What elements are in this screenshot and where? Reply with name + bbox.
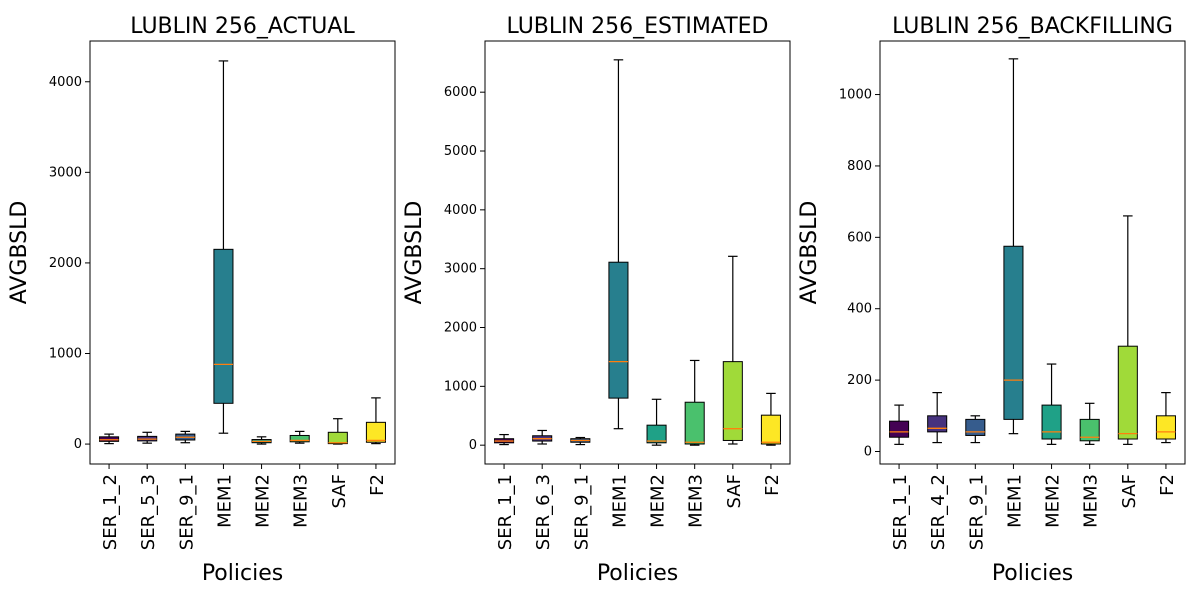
box-ser-9-1 <box>965 415 986 444</box>
box-saf <box>722 255 743 445</box>
box-body <box>965 418 986 436</box>
box-f2 <box>1155 392 1176 444</box>
box-ser-1-1 <box>494 433 515 446</box>
box-saf <box>1117 215 1138 445</box>
y-axis-label: AVGBSLD <box>797 201 822 305</box>
box-body <box>365 421 386 443</box>
y-tick-label: 200 <box>847 373 872 388</box>
y-tick-label: 1000 <box>839 88 872 103</box>
y-tick-label: 1000 <box>444 379 477 394</box>
box-mem3 <box>289 430 310 444</box>
chart-title: LUBLIN 256_BACKFILLING <box>892 14 1173 39</box>
box-mem3 <box>684 359 705 446</box>
y-tick-label: 400 <box>847 302 872 317</box>
x-tick-label: MEM3 <box>686 474 707 528</box>
box-saf <box>327 418 348 445</box>
box-body <box>927 415 948 433</box>
box-body <box>1117 345 1138 440</box>
plot-frame <box>89 40 396 465</box>
x-tick-label: MEM3 <box>1081 474 1102 528</box>
x-tick-label: SER_4_2 <box>928 474 949 550</box>
box-body <box>1003 245 1024 420</box>
x-tick-label: MEM1 <box>1004 474 1025 528</box>
y-tick-label: 0 <box>74 437 82 452</box>
box-mem1 <box>608 59 629 430</box>
x-tick-label: MEM2 <box>648 474 669 528</box>
box-body <box>889 420 910 438</box>
box-mem3 <box>1079 402 1100 445</box>
x-tick-label: SER_6_3 <box>533 474 554 550</box>
plot-frame <box>484 40 791 465</box>
box-ser-9-1 <box>570 436 591 446</box>
box-body <box>646 424 667 444</box>
box-ser-1-2 <box>99 433 120 445</box>
box-body <box>1079 418 1100 442</box>
box-ser-4-2 <box>927 392 948 444</box>
box-body <box>722 361 743 441</box>
y-tick-label: 3000 <box>49 165 82 180</box>
box-body <box>289 434 310 443</box>
chart-panel-1: LUBLIN 256_ACTUAL 0 1000 2000 3000 4000 AVGBSL… <box>7 14 396 586</box>
box-body <box>213 248 234 404</box>
y-tick-label: 800 <box>847 159 872 174</box>
chart-panel-3: LUBLIN 256_BACKFILLING 0 200 400 600 800 1000 A… <box>797 14 1186 586</box>
x-tick-label: SAF <box>724 474 745 508</box>
box-f2 <box>760 392 781 446</box>
box-body <box>327 431 348 445</box>
y-tick-label: 4000 <box>49 75 82 90</box>
x-tick-label: MEM2 <box>253 474 274 528</box>
x-axis-label: Policies <box>597 561 678 586</box>
box-body <box>684 401 705 445</box>
chart-panel-2: LUBLIN 256_ESTIMATED 0 1000 2000 3000 4000 500… <box>402 14 791 586</box>
box-body <box>608 261 629 399</box>
box-ser-1-1 <box>889 404 910 445</box>
plot-frame <box>879 40 1186 465</box>
box-body <box>1155 415 1176 440</box>
x-axis-label: Policies <box>992 561 1073 586</box>
x-tick-label: SAF <box>1119 474 1140 508</box>
x-tick-label: SER_1_2 <box>100 474 121 550</box>
x-tick-label: MEM1 <box>609 474 630 528</box>
x-tick-label: SER_5_3 <box>138 474 159 550</box>
box-mem2 <box>646 398 667 446</box>
box-body <box>760 414 781 445</box>
y-tick-label: 2000 <box>444 321 477 336</box>
x-tick-label: SER_9_1 <box>571 474 592 550</box>
x-tick-label: MEM1 <box>214 474 235 528</box>
box-ser-9-1 <box>175 430 196 444</box>
y-tick-label: 5000 <box>444 144 477 159</box>
y-tick-label: 0 <box>469 438 477 453</box>
y-axis-label: AVGBSLD <box>7 201 32 305</box>
y-tick-label: 600 <box>847 230 872 245</box>
x-tick-label: SER_9_1 <box>176 474 197 550</box>
x-tick-label: SER_1_1 <box>495 474 516 550</box>
y-tick-label: 0 <box>864 445 872 460</box>
x-tick-label: F2 <box>367 474 388 496</box>
chart-title: LUBLIN 256_ACTUAL <box>130 14 355 39</box>
x-tick-label: SER_9_1 <box>966 474 987 550</box>
y-tick-label: 2000 <box>49 256 82 271</box>
box-mem2 <box>1041 363 1062 445</box>
x-tick-label: SAF <box>329 474 350 508</box>
y-tick-label: 3000 <box>444 262 477 277</box>
y-tick-label: 6000 <box>444 85 477 100</box>
box-ser-6-3 <box>532 429 553 445</box>
box-mem1 <box>1003 58 1024 435</box>
x-tick-label: SER_1_1 <box>890 474 911 550</box>
x-tick-label: F2 <box>762 474 783 496</box>
x-tick-label: F2 <box>1157 474 1178 496</box>
box-mem2 <box>251 436 272 445</box>
box-body <box>1041 404 1062 440</box>
y-tick-label: 1000 <box>49 346 82 361</box>
box-ser-5-3 <box>137 431 158 444</box>
y-axis-label: AVGBSLD <box>402 201 427 305</box>
x-axis-label: Policies <box>202 561 283 586</box>
chart-title: LUBLIN 256_ESTIMATED <box>507 14 769 39</box>
x-tick-label: MEM3 <box>291 474 312 528</box>
y-tick-label: 4000 <box>444 203 477 218</box>
x-tick-label: MEM2 <box>1043 474 1064 528</box>
box-mem1 <box>213 60 234 434</box>
box-f2 <box>365 397 386 445</box>
